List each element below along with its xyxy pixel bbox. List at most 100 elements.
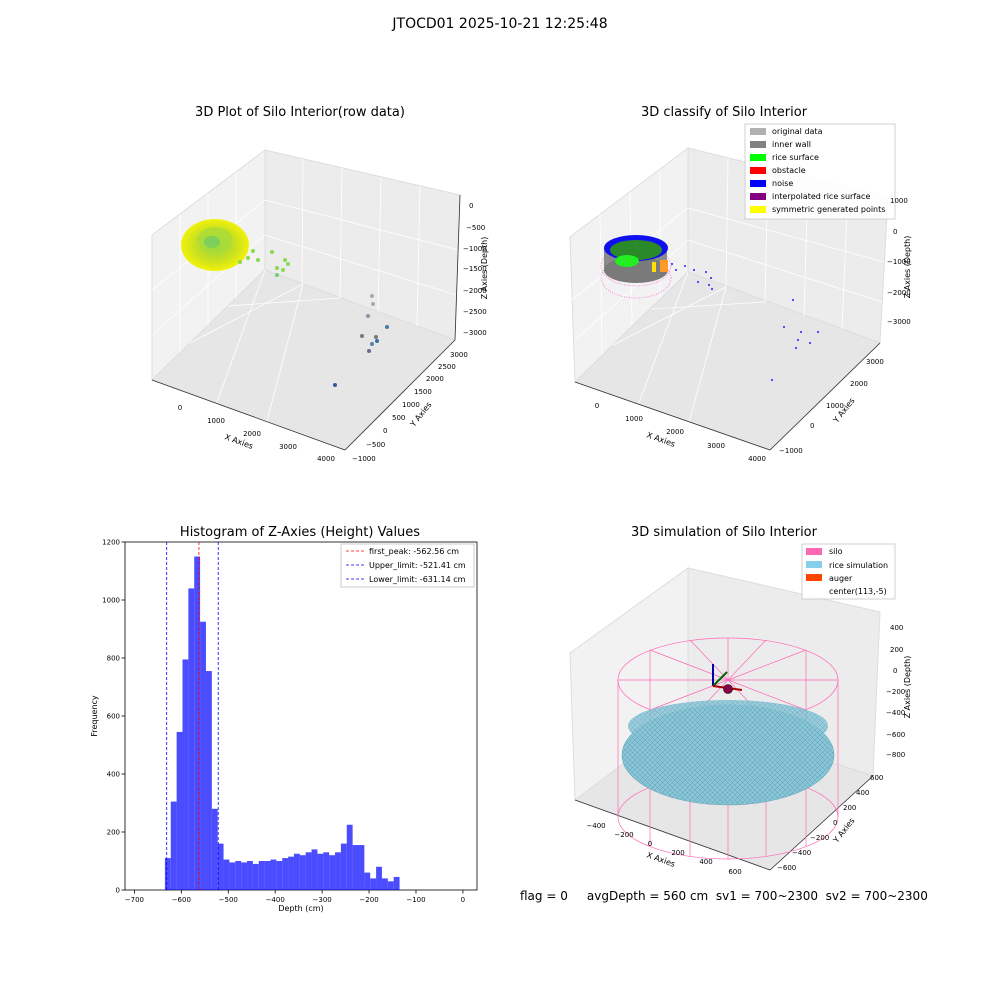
svg-text:−1000: −1000 — [463, 245, 487, 253]
svg-text:3000: 3000 — [707, 442, 725, 450]
simulation-z-label: Z Axies (Depth) — [903, 656, 912, 719]
svg-text:symmetric generated points: symmetric generated points — [772, 205, 885, 214]
simulation-legend-item: center(113,-5) — [829, 587, 887, 596]
svg-text:0: 0 — [469, 202, 473, 210]
svg-text:−2000: −2000 — [463, 287, 487, 295]
classify-legend-item: original data — [750, 127, 823, 136]
histogram-panel: Histogram of Z-Axies (Height) Values −70… — [90, 525, 478, 913]
classify-panel-title: 3D classify of Silo Interior — [641, 105, 808, 120]
classify-legend-item: interpolated rice surface — [750, 192, 870, 201]
svg-text:400: 400 — [699, 858, 712, 866]
svg-text:−3000: −3000 — [887, 318, 911, 326]
simulation-y-ticks: −600 −400 −200 0 200 400 600 — [777, 774, 883, 872]
svg-text:1000: 1000 — [625, 415, 643, 423]
histogram-legend: first_peak: -562.56 cm Upper_limit: -521… — [340, 543, 475, 588]
svg-text:−500: −500 — [366, 441, 385, 449]
svg-text:500: 500 — [392, 414, 405, 422]
histogram-bar — [211, 808, 218, 890]
svg-text:−1000: −1000 — [779, 447, 803, 455]
histogram-x-tick-label: −300 — [313, 896, 332, 904]
svg-text:1000: 1000 — [402, 401, 420, 409]
histogram-y-label: Frequency — [90, 695, 99, 737]
svg-text:noise: noise — [772, 179, 793, 188]
raw-silo-points — [181, 219, 249, 271]
histogram-bar — [182, 659, 189, 890]
svg-text:4000: 4000 — [748, 455, 766, 463]
svg-text:−200: −200 — [614, 831, 633, 839]
histogram-bar — [352, 845, 359, 890]
histogram-bar — [329, 855, 336, 890]
histogram-bar — [293, 853, 300, 890]
svg-text:0: 0 — [178, 404, 182, 412]
classify-legend: original data inner wall rice surface ob… — [744, 123, 896, 220]
status-line: flag = 0 avgDepth = 560 cm sv1 = 700~230… — [520, 889, 928, 903]
histogram-legend-item: Lower_limit: -631.14 cm — [346, 575, 466, 584]
svg-text:−400: −400 — [586, 822, 605, 830]
histogram-bar — [340, 843, 347, 890]
histogram-bar — [282, 858, 289, 890]
raw-panel-title: 3D Plot of Silo Interior(row data) — [195, 105, 405, 120]
histogram-bar — [200, 621, 206, 890]
histogram-bar — [288, 856, 294, 890]
histogram-x-tick-label: −100 — [406, 896, 425, 904]
svg-text:original data: original data — [772, 127, 823, 136]
simulation-legend-item: silo — [806, 547, 843, 556]
histogram-bar — [258, 861, 265, 890]
histogram-legend-item: first_peak: -562.56 cm — [346, 547, 459, 556]
svg-text:0: 0 — [810, 422, 814, 430]
histogram-bar — [323, 852, 330, 890]
raw-x-ticks: 0 1000 2000 3000 4000 — [178, 404, 335, 463]
svg-text:0: 0 — [893, 667, 897, 675]
histogram-y-tick-label: 400 — [107, 771, 120, 779]
svg-text:2500: 2500 — [438, 363, 456, 371]
svg-text:1000: 1000 — [890, 197, 908, 205]
raw-z-ticks: 0 −500 −1000 −1500 −2000 −2500 −3000 — [463, 202, 487, 337]
raw-y-ticks: −1000 −500 0 500 1000 1500 2000 2500 300… — [352, 351, 468, 463]
svg-text:3000: 3000 — [866, 358, 884, 366]
svg-text:200: 200 — [890, 646, 903, 654]
histogram-bar — [223, 859, 230, 890]
histogram-y-tick-label: 200 — [107, 829, 120, 837]
histogram-bar — [317, 853, 324, 890]
histogram-bar — [358, 845, 365, 890]
simulation-panel-title: 3D simulation of Silo Interior — [631, 525, 818, 540]
classify-noise-points — [671, 263, 819, 381]
svg-text:−1500: −1500 — [463, 265, 487, 273]
svg-text:Upper_limit: -521.41 cm: Upper_limit: -521.41 cm — [369, 561, 466, 570]
rice-simulation-surface — [621, 700, 835, 806]
classify-y-ticks: −1000 0 1000 2000 3000 — [779, 358, 884, 455]
histogram-bar — [247, 861, 253, 890]
svg-text:0: 0 — [833, 819, 837, 827]
histogram-bar — [252, 863, 259, 890]
svg-text:auger: auger — [829, 574, 853, 583]
histogram-bar — [217, 843, 224, 890]
histogram-bar — [370, 878, 377, 890]
histogram-reference-lines — [166, 542, 219, 890]
svg-text:2000: 2000 — [850, 380, 868, 388]
classify-3d-panel: 3D classify of Silo Interior — [569, 105, 912, 463]
svg-text:4000: 4000 — [317, 455, 335, 463]
svg-text:600: 600 — [728, 868, 741, 876]
svg-text:3000: 3000 — [279, 443, 297, 451]
histogram-bar — [229, 862, 236, 890]
classify-legend-item: inner wall — [750, 140, 811, 149]
svg-text:−600: −600 — [777, 864, 796, 872]
svg-text:200: 200 — [671, 849, 684, 857]
histogram-legend-item: Upper_limit: -521.41 cm — [346, 561, 466, 570]
svg-text:rice simulation: rice simulation — [829, 561, 888, 570]
classify-z-ticks: 1000 0 −1000 −2000 −3000 — [887, 197, 911, 326]
histogram-bar — [241, 862, 248, 890]
simulation-x-ticks: −400 −200 0 200 400 600 — [586, 822, 741, 876]
raw-3d-panel: 3D Plot of Silo Interior(row data) — [151, 105, 489, 463]
histogram-bar — [170, 801, 177, 890]
histogram-bar — [276, 861, 283, 890]
svg-text:−3000: −3000 — [463, 329, 487, 337]
histogram-bar — [311, 849, 318, 890]
classify-legend-item: rice surface — [750, 153, 819, 162]
svg-text:first_peak: -562.56 cm: first_peak: -562.56 cm — [369, 547, 459, 556]
histogram-title: Histogram of Z-Axies (Height) Values — [180, 525, 420, 540]
histogram-x-tick-label: −700 — [125, 896, 144, 904]
histogram-x-tick-label: −500 — [219, 896, 238, 904]
svg-text:−500: −500 — [466, 224, 485, 232]
histogram-bar — [387, 881, 394, 890]
